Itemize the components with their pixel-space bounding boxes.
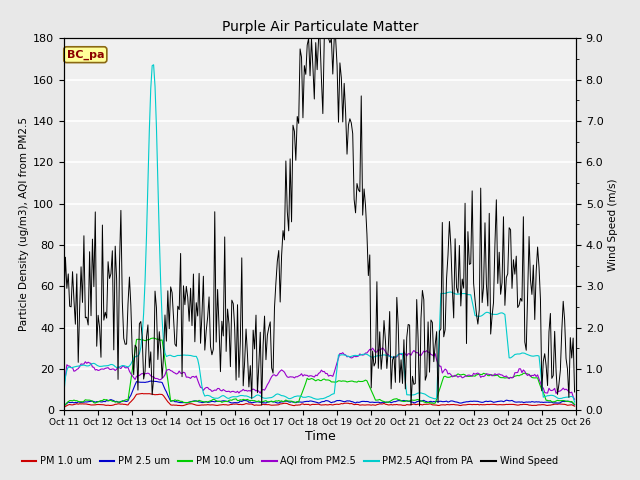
Y-axis label: Particle Density (ug/m3), AQI from PM2.5: Particle Density (ug/m3), AQI from PM2.5 — [19, 118, 29, 331]
Y-axis label: Wind Speed (m/s): Wind Speed (m/s) — [607, 178, 618, 271]
X-axis label: Time: Time — [305, 430, 335, 443]
Legend: PM 1.0 um, PM 2.5 um, PM 10.0 um, AQI from PM2.5, PM2.5 AQI from PA, Wind Speed: PM 1.0 um, PM 2.5 um, PM 10.0 um, AQI fr… — [18, 453, 561, 470]
Title: Purple Air Particulate Matter: Purple Air Particulate Matter — [222, 21, 418, 35]
Text: BC_pa: BC_pa — [67, 49, 104, 60]
